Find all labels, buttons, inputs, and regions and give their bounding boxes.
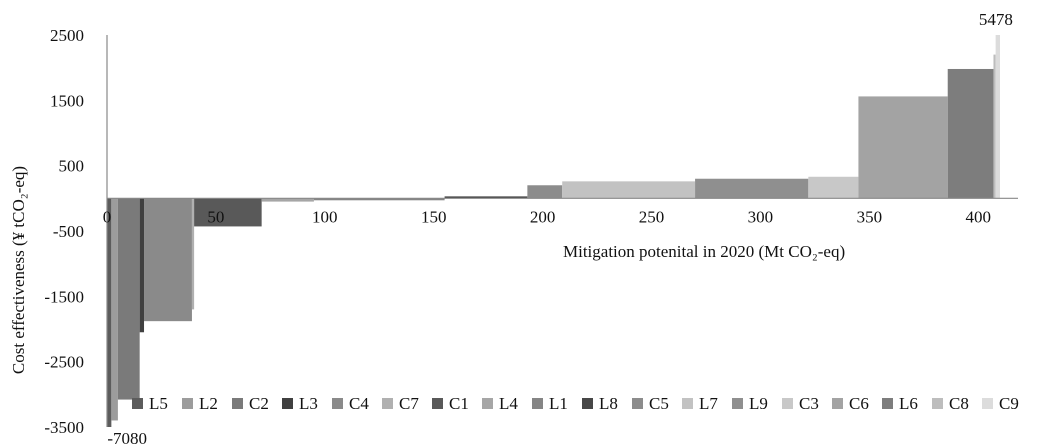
legend-swatch: [732, 398, 743, 409]
bar-l5: [107, 198, 112, 427]
legend-swatch: [332, 398, 343, 409]
bar-l1: [313, 198, 445, 201]
x-tick-label: 50: [207, 207, 224, 226]
legend-swatch: [982, 398, 993, 409]
bar-l4: [261, 198, 314, 202]
legend-swatch: [932, 398, 943, 409]
y-tick-label: -3500: [44, 418, 84, 437]
legend-label: C2: [249, 394, 269, 413]
legend-item-l8: L8: [582, 394, 618, 413]
legend-item-c8: C8: [932, 394, 969, 413]
value-annotation: 5478: [979, 10, 1013, 29]
bar-c5: [527, 185, 563, 199]
legend-swatch: [682, 398, 693, 409]
legend-label: C5: [649, 394, 669, 413]
bar-c7: [191, 198, 195, 310]
legend-item-l2: L2: [182, 394, 218, 413]
legend-item-c9: C9: [982, 394, 1019, 413]
legend-item-c4: C4: [332, 394, 369, 413]
y-tick-label: -2500: [44, 353, 84, 372]
x-tick-label: 250: [639, 207, 665, 226]
legend-swatch: [782, 398, 793, 409]
x-tick-labels: 0 50 100 150 200 250 300 350 400: [103, 207, 991, 226]
legend-label: C6: [849, 394, 869, 413]
y-axis-title: Cost effectiveness (¥ tCO₂-eq): [9, 166, 28, 374]
legend-label: C3: [799, 394, 819, 413]
bar-c2: [117, 198, 140, 400]
legend-label: L5: [149, 394, 168, 413]
legend-swatch: [182, 398, 193, 409]
legend-swatch: [432, 398, 443, 409]
bar-c8: [993, 54, 996, 199]
y-tick-labels: -3500 -2500 -1500 -500 500 1500 2500: [44, 26, 84, 437]
legend-label: L7: [699, 394, 718, 413]
legend-label: L2: [199, 394, 218, 413]
legend-label: C7: [399, 394, 419, 413]
legend-label: C1: [449, 394, 469, 413]
bars-layer: [107, 35, 1000, 427]
x-tick-label: 300: [748, 207, 774, 226]
legend-item-l5: L5: [132, 394, 168, 413]
legend-swatch: [132, 398, 143, 409]
y-tick-label: 500: [59, 157, 85, 176]
y-tick-label: 1500: [50, 91, 84, 110]
bar-c3: [808, 176, 859, 199]
legend-swatch: [882, 398, 893, 409]
x-tick-label: 150: [421, 207, 447, 226]
legend-swatch: [382, 398, 393, 409]
value-annotation: -7080: [107, 429, 147, 448]
legend-item-l4: L4: [482, 394, 518, 413]
bar-l3: [139, 198, 145, 333]
legend-label: L3: [299, 394, 318, 413]
bar-l6: [947, 68, 994, 199]
legend-swatch: [282, 398, 293, 409]
legend-item-c1: C1: [432, 394, 469, 413]
legend: L5 L2 C2 L3 C4 C7 C1 L4 L1 L8 C5 L7 L9 C3 C6 L6 C8 C9: [132, 394, 1019, 413]
annotations-layer: 5478 -7080: [107, 10, 1012, 448]
legend-label: L9: [749, 394, 768, 413]
legend-item-c2: C2: [232, 394, 269, 413]
bar-c1: [194, 198, 262, 227]
legend-swatch: [482, 398, 493, 409]
x-tick-label: 0: [103, 207, 112, 226]
x-tick-label: 350: [857, 207, 883, 226]
bar-l8: [444, 196, 528, 199]
bar-c9: [995, 35, 1000, 199]
legend-item-l1: L1: [532, 394, 568, 413]
legend-label: L1: [549, 394, 568, 413]
x-tick-label: 400: [965, 207, 991, 226]
x-tick-label: 100: [312, 207, 338, 226]
legend-item-c3: C3: [782, 394, 819, 413]
bar-c6: [858, 96, 948, 199]
legend-item-l9: L9: [732, 394, 768, 413]
legend-swatch: [832, 398, 843, 409]
bar-l2: [111, 198, 118, 421]
legend-label: C4: [349, 394, 369, 413]
bar-l7: [562, 181, 696, 199]
legend-label: L4: [499, 394, 518, 413]
legend-label: L6: [899, 394, 918, 413]
y-tick-label: -500: [53, 222, 84, 241]
legend-swatch: [632, 398, 643, 409]
axes-layer: [106, 35, 1018, 427]
legend-label: L8: [599, 394, 618, 413]
legend-swatch: [582, 398, 593, 409]
legend-item-c6: C6: [832, 394, 869, 413]
legend-swatch: [532, 398, 543, 409]
legend-label: C9: [999, 394, 1019, 413]
legend-item-l7: L7: [682, 394, 718, 413]
y-tick-label: -1500: [44, 287, 84, 306]
legend-swatch: [232, 398, 243, 409]
legend-item-l3: L3: [282, 394, 318, 413]
x-tick-label: 200: [530, 207, 556, 226]
legend-item-l6: L6: [882, 394, 918, 413]
legend-label: C8: [949, 394, 969, 413]
y-tick-label: 2500: [50, 26, 84, 45]
legend-item-c7: C7: [382, 394, 419, 413]
legend-item-c5: C5: [632, 394, 669, 413]
x-axis-title: Mitigation potenital in 2020 (Mt CO₂-eq): [563, 242, 845, 261]
bar-l9: [695, 178, 809, 199]
bar-c4: [144, 198, 192, 322]
